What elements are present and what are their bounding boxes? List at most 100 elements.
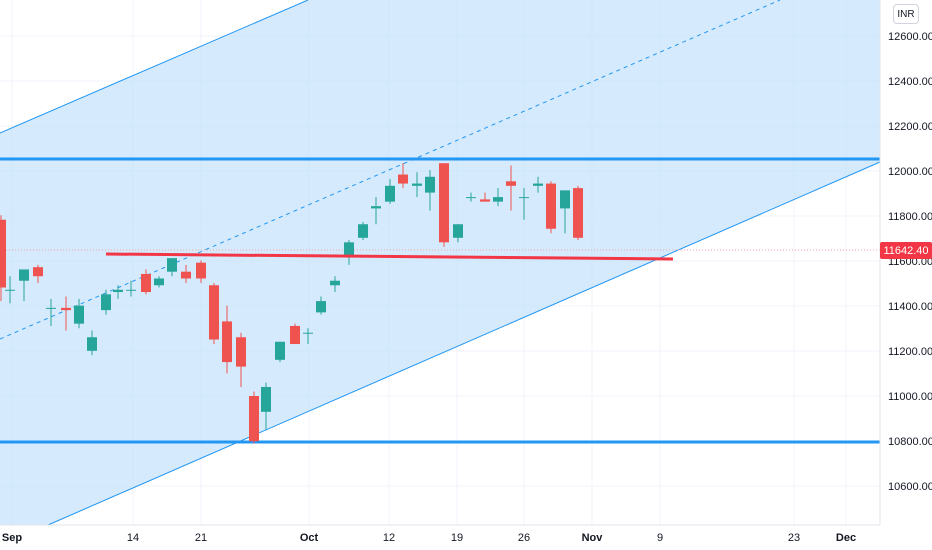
time-tick-label: 9 bbox=[657, 532, 663, 544]
candle bbox=[261, 382, 271, 430]
candle bbox=[519, 188, 529, 220]
candle bbox=[141, 269, 151, 295]
parallel-channel-drawing[interactable] bbox=[0, 0, 881, 526]
candle bbox=[181, 264, 191, 283]
price-axis-background bbox=[880, 0, 932, 550]
candle-body bbox=[236, 337, 246, 367]
candle bbox=[425, 170, 435, 211]
price-tick-label: 12000.00 bbox=[888, 166, 932, 178]
candle-body bbox=[398, 174, 408, 184]
price-tick-label: 10800.00 bbox=[888, 436, 932, 448]
candle-body bbox=[493, 197, 503, 202]
candle bbox=[330, 276, 340, 293]
candle-body bbox=[141, 273, 151, 293]
candle-body bbox=[275, 341, 285, 360]
candle bbox=[560, 190, 570, 234]
candles bbox=[0, 163, 583, 444]
candle-body bbox=[209, 285, 219, 340]
candle-body bbox=[573, 188, 583, 238]
candle bbox=[275, 341, 285, 363]
candle bbox=[344, 240, 354, 265]
time-tick-label: Dec bbox=[836, 532, 856, 544]
candle bbox=[61, 296, 71, 331]
candle bbox=[113, 285, 123, 299]
price-tick-label: 11400.00 bbox=[888, 301, 932, 313]
candle-body bbox=[113, 289, 123, 293]
candle-body bbox=[506, 181, 516, 186]
candle bbox=[546, 181, 556, 234]
candle bbox=[209, 283, 219, 345]
candle-body bbox=[5, 289, 15, 291]
time-axis[interactable]: Sep 14 21 Oct 12 19 26 Nov 9 23 Dec bbox=[0, 524, 932, 550]
time-tick-label: Oct bbox=[300, 532, 319, 544]
channel-lower-line[interactable] bbox=[47, 161, 881, 526]
candle-body bbox=[87, 337, 97, 351]
candle bbox=[126, 280, 136, 297]
candle-body bbox=[330, 280, 340, 286]
time-tick-label: 14 bbox=[127, 532, 139, 544]
candle-body bbox=[316, 301, 326, 313]
candle-body bbox=[546, 183, 556, 229]
support-line-drawing[interactable] bbox=[105, 252, 674, 261]
candle bbox=[74, 298, 84, 329]
candle-body bbox=[19, 269, 29, 281]
candle bbox=[398, 163, 408, 189]
channel-upper-line[interactable] bbox=[0, 0, 309, 134]
candle bbox=[303, 328, 313, 345]
candle-body bbox=[358, 224, 368, 238]
horizontal-lines[interactable] bbox=[0, 157, 880, 444]
candle bbox=[236, 332, 246, 387]
time-tick-label: 21 bbox=[195, 532, 207, 544]
price-axis[interactable]: 12600.00 12400.00 12200.00 12000.00 11800.00… bbox=[879, 0, 932, 550]
candle bbox=[154, 276, 164, 288]
candle-body bbox=[303, 332, 313, 334]
currency-badge[interactable]: INR bbox=[893, 4, 919, 24]
candle bbox=[358, 221, 368, 241]
time-tick-label: 23 bbox=[788, 532, 800, 544]
candle bbox=[5, 276, 15, 304]
candle-body bbox=[61, 307, 71, 311]
price-tick-label: 11200.00 bbox=[888, 346, 932, 358]
candle-body bbox=[74, 305, 84, 324]
candle-body bbox=[385, 185, 395, 202]
price-tick-label: 12400.00 bbox=[888, 76, 932, 88]
candle bbox=[249, 391, 259, 444]
candle bbox=[167, 258, 177, 277]
candle bbox=[506, 165, 516, 211]
price-tick-label: 10600.00 bbox=[888, 481, 932, 493]
candle-body bbox=[0, 219, 6, 288]
price-tick-label: 11800.00 bbox=[888, 211, 932, 223]
candle-body bbox=[249, 396, 259, 442]
price-tick-label: 12600.00 bbox=[888, 31, 932, 43]
candle-body bbox=[453, 224, 463, 238]
candle bbox=[101, 289, 111, 315]
candle-body bbox=[466, 197, 476, 199]
candle-body bbox=[425, 176, 435, 193]
candle bbox=[439, 163, 449, 247]
price-tick-label: 11600.00 bbox=[888, 256, 932, 268]
candle-body bbox=[154, 278, 164, 286]
candle bbox=[19, 269, 29, 302]
candle-body bbox=[101, 294, 111, 311]
candle bbox=[87, 330, 97, 356]
candle-body bbox=[344, 242, 354, 256]
candle-body bbox=[519, 197, 529, 199]
candle bbox=[573, 185, 583, 241]
price-tick-label: 12200.00 bbox=[888, 121, 932, 133]
red-trend-line[interactable] bbox=[105, 252, 674, 261]
candle-body bbox=[46, 307, 56, 309]
candle-body bbox=[222, 321, 232, 363]
channel-middle-line[interactable] bbox=[0, 0, 781, 340]
candle-body bbox=[533, 183, 543, 186]
candle-body bbox=[480, 199, 490, 202]
candle bbox=[46, 298, 56, 326]
candle-body bbox=[290, 325, 300, 345]
time-tick-label: 19 bbox=[451, 532, 463, 544]
candle-body bbox=[181, 271, 191, 279]
time-tick-label: Nov bbox=[582, 532, 604, 544]
candle-body bbox=[126, 289, 136, 291]
candle bbox=[466, 192, 476, 202]
candle bbox=[222, 305, 232, 374]
candle-body bbox=[196, 262, 206, 279]
